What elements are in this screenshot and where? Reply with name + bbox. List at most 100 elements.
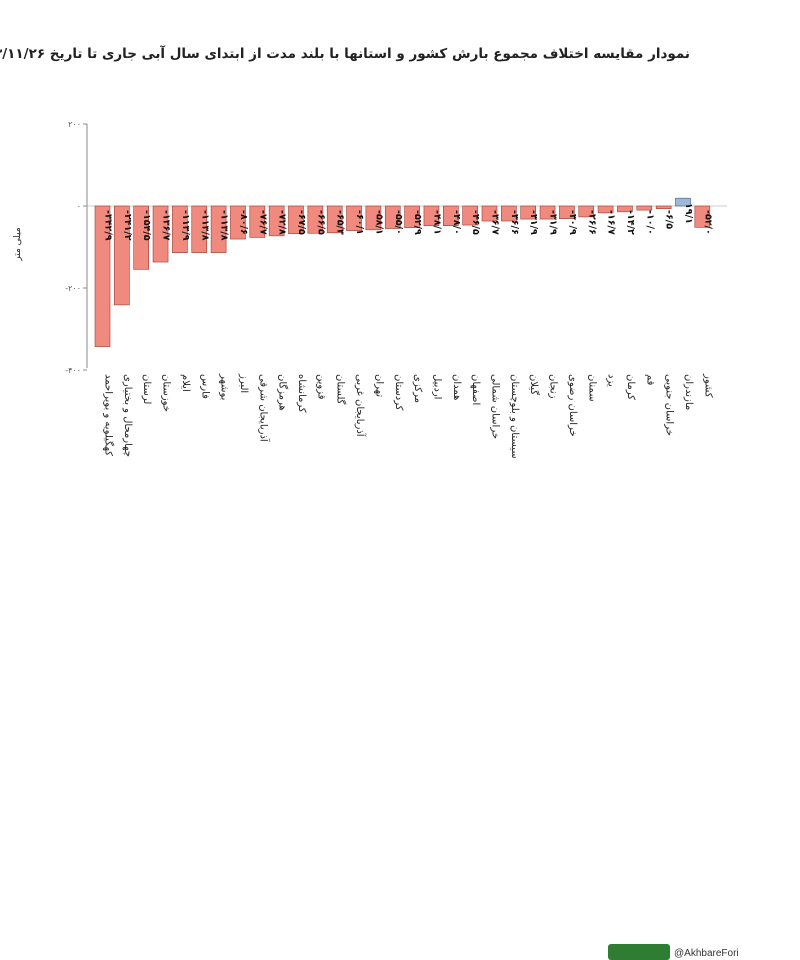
bar-value-label: -۳۴۲/۹ <box>103 210 114 241</box>
bar <box>675 197 691 207</box>
bar-value-label: -۱۰/۰ <box>644 210 655 235</box>
bar-value-label: -۵۵/۰ <box>393 210 404 235</box>
bar-value-label: -۱۴/۲ <box>625 210 636 235</box>
bar-value-label: -۴۶/۵ <box>470 210 481 235</box>
bar-value-label: -۲۴۱/۲ <box>122 210 133 241</box>
bar-value-label: -۱۳۶/۷ <box>161 210 172 241</box>
bar-value-label: -۱۵۴/۵ <box>141 210 152 241</box>
category-label: کهگیلویه و بویراحمد <box>103 374 115 456</box>
bar-chart: ۲۰۰ ۰ -۲۰۰ -۴۰۰ میلی متر -۳۴۲/۹ کهگیلویه و بوی… <box>13 120 727 459</box>
category-label: البرز <box>238 373 249 393</box>
footer-handle: @AkhbareFori <box>674 948 739 959</box>
akhbare-fori-logo-icon <box>608 944 670 960</box>
category-label: مازندران <box>683 374 694 410</box>
bar-value-label: -۶۷/۵ <box>296 210 307 235</box>
category-label: کشور <box>702 373 713 398</box>
category-label: خوزستان <box>161 374 172 412</box>
bar <box>268 205 285 237</box>
category-label: کرمانشاه <box>296 374 307 413</box>
bar <box>520 205 537 220</box>
bar <box>384 205 401 229</box>
category-label: تهران <box>373 374 384 397</box>
category-label: زنجان <box>548 374 559 399</box>
category-label: لرستان <box>141 374 152 404</box>
bar-value-label: -۳۰/۹ <box>567 210 578 235</box>
bar <box>172 205 188 253</box>
y-tick-label: ۲۰۰ <box>68 120 81 129</box>
bar <box>617 205 633 213</box>
bar <box>365 205 382 231</box>
bar-value-label: -۵۲/۰ <box>702 210 713 235</box>
bar <box>326 205 343 234</box>
bar-value-label: -۱۱۳/۸ <box>199 210 210 241</box>
bar-value-label: -۱۶/۷ <box>606 210 617 235</box>
category-label: اصفهان <box>470 374 481 405</box>
bar <box>346 205 362 231</box>
bar-value-label: -۳۶/۶ <box>509 210 520 235</box>
category-label: خراسان رضوی <box>567 374 578 437</box>
bar-value-label: -۴۸/۱ <box>431 210 442 235</box>
category-label: فارس <box>199 374 210 399</box>
bar <box>462 205 478 226</box>
bar-value-label: -۴۸/۰ <box>451 210 462 235</box>
category-label: چهارمحال و بختیاری <box>122 374 133 457</box>
category-label: مرکزی <box>412 374 423 403</box>
category-label: آذربایجان شرقی <box>257 374 270 443</box>
bar-value-label: -۱۱۳/۹ <box>180 210 191 241</box>
category-label: سیستان و بلوچستان <box>509 374 520 459</box>
bar <box>307 205 324 234</box>
y-tick-label: -۴۰۰ <box>65 366 81 375</box>
category-label: قزوین <box>315 374 326 400</box>
bar <box>94 205 111 347</box>
bar <box>578 205 595 218</box>
footer: @AkhbareFori <box>0 470 800 960</box>
category-label: هرمزگان <box>277 374 289 411</box>
bar-value-label: -۵۲/۹ <box>412 210 423 235</box>
y-axis-label: میلی متر <box>13 227 23 262</box>
bar <box>597 205 614 214</box>
bar-value-label: -۷۲/۸ <box>277 210 288 235</box>
bar <box>423 205 440 227</box>
bar <box>191 205 208 253</box>
category-label: کردستان <box>393 374 404 411</box>
bar <box>404 205 420 228</box>
y-tick-label: -۲۰۰ <box>65 284 81 293</box>
bar-value-label: -۶۰/۱ <box>354 210 365 235</box>
bar-value-label: -۶۵/۳ <box>335 210 346 235</box>
category-label: گلستان <box>335 374 347 405</box>
bar <box>133 205 149 270</box>
category-label: کرمان <box>625 374 636 400</box>
category-label: یزد <box>606 374 617 387</box>
bar-value-label: -۲۶/۶ <box>586 210 597 235</box>
bar-value-label: -۳۱/۹ <box>528 210 539 235</box>
bar <box>288 205 304 234</box>
chart-title: نمودار مقایسه اختلاف مجموع بارش کشور و ا… <box>0 46 690 62</box>
bar-value-label: -۶۶/۵ <box>315 210 326 235</box>
category-label: قم <box>644 374 655 386</box>
bar-value-label: -۵۸/۱ <box>373 210 384 235</box>
y-tick-label: ۰ <box>77 202 81 211</box>
bar <box>249 205 266 238</box>
bar <box>114 205 130 306</box>
bar <box>636 205 653 211</box>
category-label: خراسان جنوبی <box>664 374 675 436</box>
bar <box>501 205 517 222</box>
bar-value-label: -۳۱/۹ <box>548 210 559 235</box>
bar-value-label: -۱۱۳/۸ <box>219 210 230 241</box>
bar <box>210 205 227 253</box>
bar-value-label: -۸۰/۶ <box>238 210 249 235</box>
category-label: سمنان <box>586 374 597 402</box>
bar <box>152 205 169 263</box>
bar-value-label: -۳۶/۷ <box>490 210 501 235</box>
category-label: خراسان شمالی <box>490 374 501 439</box>
bar-value-label: ۱۹/۱ <box>683 203 694 224</box>
category-label: بوشهر <box>219 373 230 400</box>
bar <box>442 205 459 226</box>
category-label: ایلام <box>180 374 191 392</box>
bar-value-label: -۶/۵ <box>664 210 675 229</box>
category-label: گیلان <box>528 374 540 395</box>
bar <box>694 205 711 228</box>
category-label: همدان <box>451 374 462 400</box>
category-label: آذربایجان غربی <box>354 374 367 438</box>
bar <box>230 205 246 240</box>
